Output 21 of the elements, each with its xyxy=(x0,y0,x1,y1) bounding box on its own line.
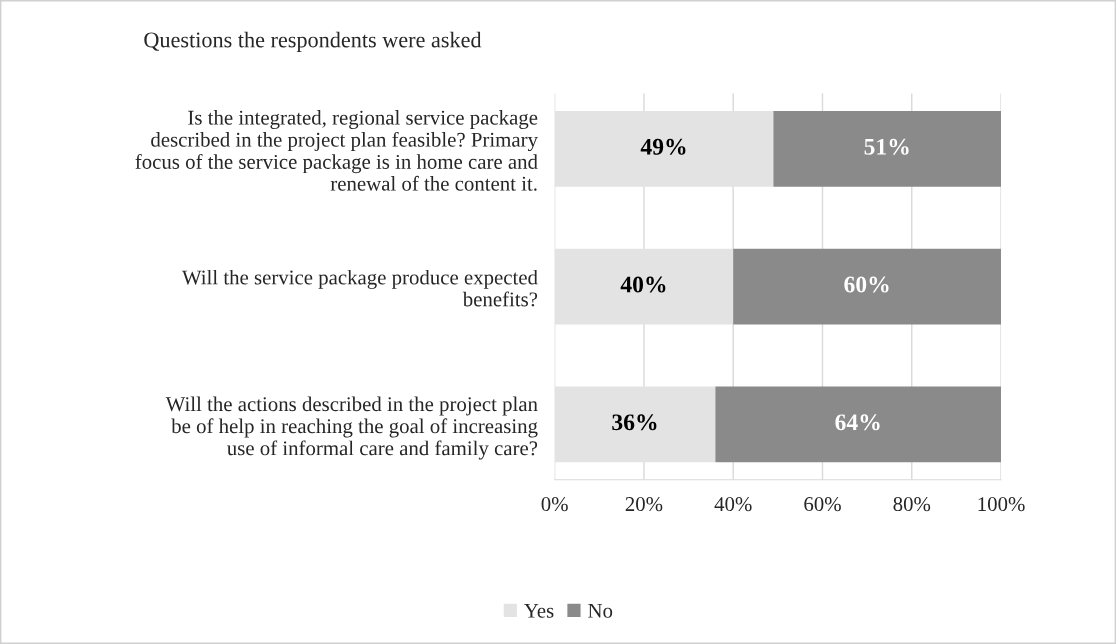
bar xyxy=(773,110,1002,187)
x-tick-label: 100% xyxy=(978,497,1025,512)
bar xyxy=(715,386,1002,463)
x-tick-label: 0% xyxy=(541,497,568,512)
legend-label: No xyxy=(588,603,613,618)
bar xyxy=(733,248,1002,325)
data-label: 40% xyxy=(620,276,666,293)
x-tick-label: 20% xyxy=(625,497,663,512)
data-label: 64% xyxy=(835,414,880,431)
data-label: 51% xyxy=(864,138,909,155)
data-label: 36% xyxy=(612,414,657,431)
data-label: 60% xyxy=(844,276,889,293)
x-tick-label: 80% xyxy=(893,497,931,512)
y-tick-label: Will the actions described in the project plan be of help in reaching the goal of increasing use of informal care and family care? xyxy=(165,396,538,460)
data-label: 49% xyxy=(640,138,686,155)
legend-label: Yes xyxy=(524,603,554,618)
text: Questions the respondents were asked xyxy=(144,31,482,52)
x-tick-label: 60% xyxy=(804,497,841,512)
x-tick-label: 40% xyxy=(714,497,752,512)
y-tick-label: Is the integrated, regional service package described in the project plan feasible? Primary focus of the service package is in home care and renewal of the content it. xyxy=(135,110,538,191)
y-tick-label: Will the service package produce expected benefits? xyxy=(181,269,538,307)
